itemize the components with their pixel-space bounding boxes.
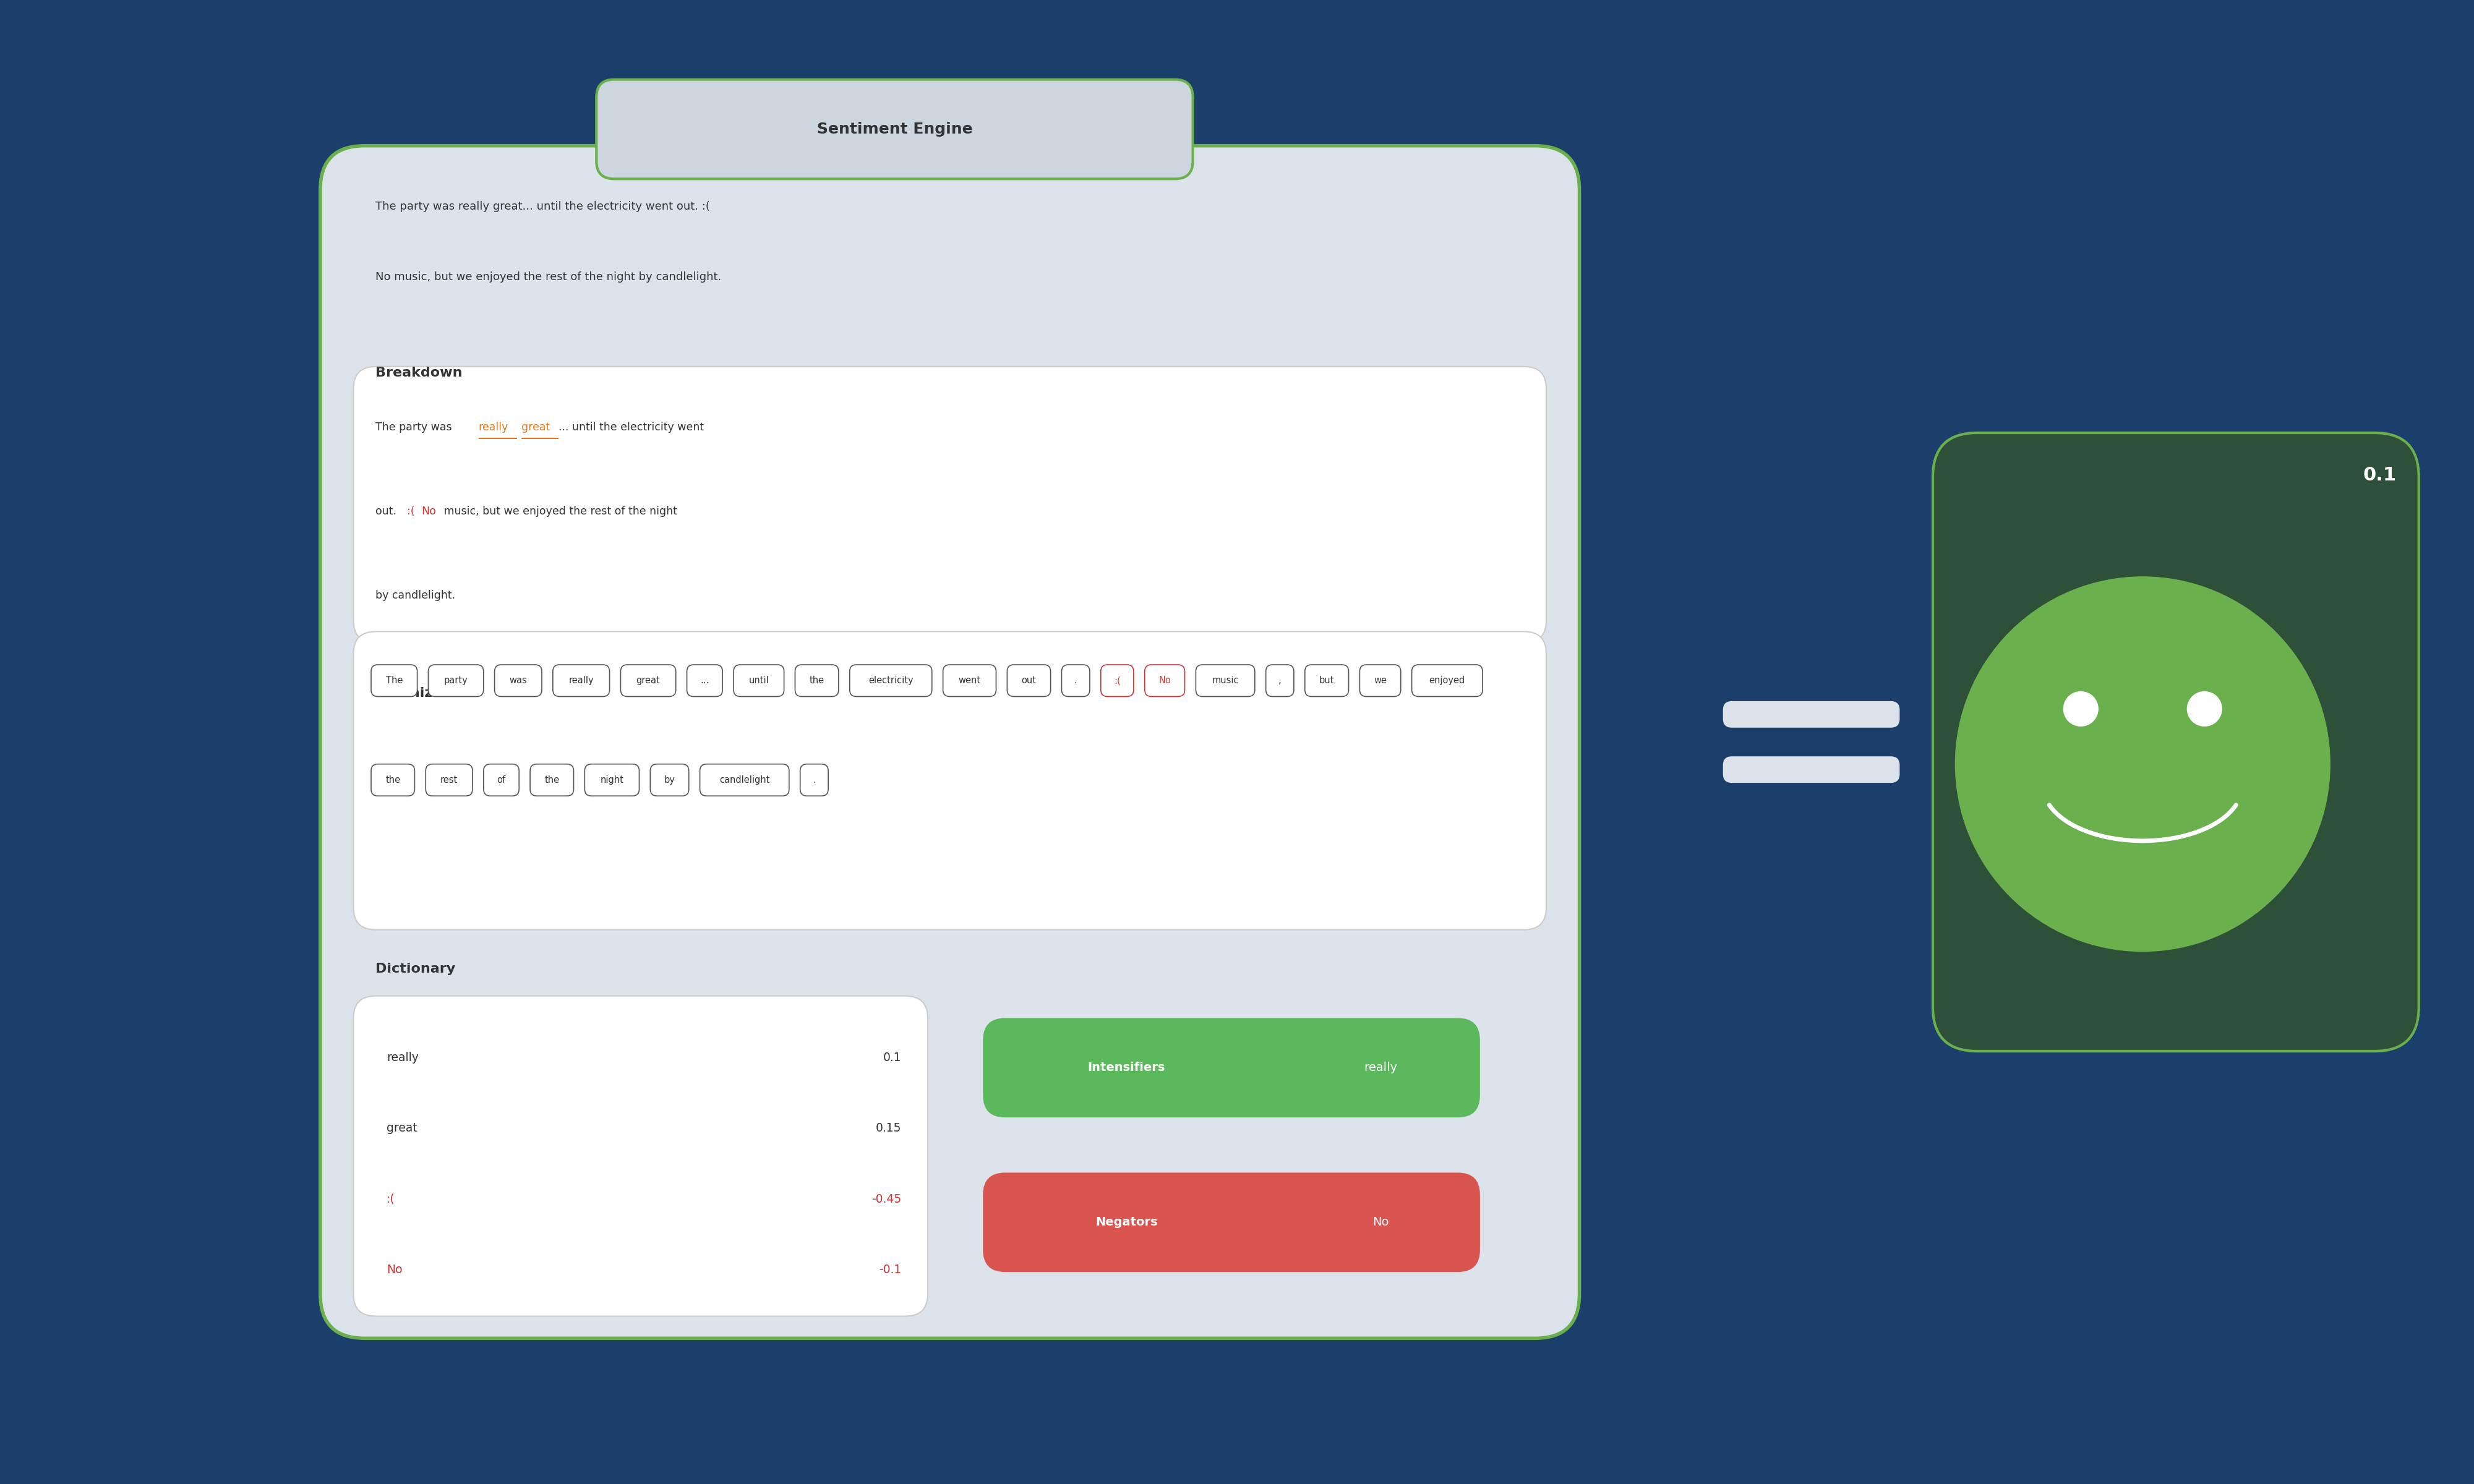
Text: we: we [1373,677,1388,686]
Text: the: the [544,775,559,785]
Text: No: No [1158,677,1170,686]
Text: No: No [421,506,435,516]
FancyBboxPatch shape [1061,665,1089,696]
Text: but: but [1319,677,1333,686]
FancyBboxPatch shape [688,665,722,696]
Text: Intensifiers: Intensifiers [1089,1063,1165,1073]
Text: the: the [386,775,401,785]
FancyBboxPatch shape [596,80,1192,180]
FancyBboxPatch shape [354,996,928,1316]
FancyBboxPatch shape [700,764,789,795]
Text: enjoyed: enjoyed [1430,677,1465,686]
FancyBboxPatch shape [794,665,839,696]
Text: 0.1: 0.1 [2363,466,2397,484]
Text: really: really [1363,1063,1398,1073]
Text: 0.1: 0.1 [883,1052,901,1064]
Text: The: The [386,677,403,686]
FancyBboxPatch shape [1195,665,1254,696]
FancyBboxPatch shape [482,764,520,795]
Text: The party was: The party was [376,421,455,433]
Text: 0.15: 0.15 [876,1122,901,1134]
Text: ... until the electricity went: ... until the electricity went [559,421,705,433]
Text: great: great [636,677,661,686]
FancyBboxPatch shape [371,764,416,795]
Text: :(: :( [408,506,416,516]
FancyBboxPatch shape [584,764,638,795]
Text: out.: out. [376,506,401,516]
FancyBboxPatch shape [428,665,482,696]
Text: went: went [957,677,980,686]
Text: -0.45: -0.45 [871,1193,901,1205]
FancyBboxPatch shape [849,665,933,696]
Text: night: night [601,775,623,785]
FancyBboxPatch shape [371,665,418,696]
Text: until: until [750,677,769,686]
Circle shape [2187,692,2222,727]
Text: really: really [477,421,510,433]
Circle shape [1954,576,2331,951]
Text: No: No [1373,1217,1388,1229]
Text: electricity: electricity [868,677,913,686]
FancyBboxPatch shape [1932,433,2420,1051]
FancyBboxPatch shape [799,764,829,795]
FancyBboxPatch shape [495,665,542,696]
FancyBboxPatch shape [426,764,473,795]
FancyBboxPatch shape [1101,665,1133,696]
FancyBboxPatch shape [982,1172,1479,1272]
Text: Breakdown: Breakdown [376,367,463,378]
Text: Negators: Negators [1096,1217,1158,1229]
FancyBboxPatch shape [1722,757,1900,784]
FancyBboxPatch shape [735,665,784,696]
FancyBboxPatch shape [1361,665,1400,696]
Text: really: really [386,1052,418,1064]
FancyBboxPatch shape [1722,700,1900,727]
Text: ,: , [1279,677,1282,686]
FancyBboxPatch shape [1413,665,1482,696]
Text: was: was [510,677,527,686]
Text: :(: :( [1113,677,1121,686]
Text: Tokenizer: Tokenizer [376,687,450,699]
FancyBboxPatch shape [354,632,1546,929]
FancyBboxPatch shape [943,665,997,696]
FancyBboxPatch shape [354,367,1546,643]
FancyBboxPatch shape [319,145,1578,1339]
Circle shape [2063,692,2098,727]
Text: the: the [809,677,824,686]
Text: -0.1: -0.1 [878,1264,901,1276]
FancyBboxPatch shape [1304,665,1348,696]
FancyBboxPatch shape [982,1018,1479,1117]
FancyBboxPatch shape [621,665,675,696]
Text: by candlelight.: by candlelight. [376,589,455,601]
Text: of: of [497,775,505,785]
Text: No: No [386,1264,403,1276]
Text: .: . [814,775,816,785]
FancyBboxPatch shape [1007,665,1051,696]
FancyBboxPatch shape [651,764,688,795]
Text: by: by [663,775,675,785]
Text: No music, but we enjoyed the rest of the night by candlelight.: No music, but we enjoyed the rest of the… [376,272,722,283]
Text: rest: rest [440,775,458,785]
Text: candlelight: candlelight [720,775,769,785]
Text: The party was really great... until the electricity went out. :(: The party was really great... until the … [376,200,710,212]
Text: party: party [443,677,468,686]
FancyBboxPatch shape [529,764,574,795]
Text: really: really [569,677,594,686]
Text: great: great [386,1122,418,1134]
Text: Dictionary: Dictionary [376,963,455,975]
Text: music: music [1212,677,1239,686]
Text: ...: ... [700,677,710,686]
Text: .: . [1074,677,1076,686]
Text: Sentiment Engine: Sentiment Engine [816,122,972,137]
FancyBboxPatch shape [552,665,609,696]
FancyBboxPatch shape [1145,665,1185,696]
Text: great: great [522,421,549,433]
Text: out: out [1022,677,1037,686]
Text: :(: :( [386,1193,396,1205]
FancyBboxPatch shape [1267,665,1294,696]
Text: music, but we enjoyed the rest of the night: music, but we enjoyed the rest of the ni… [440,506,678,516]
